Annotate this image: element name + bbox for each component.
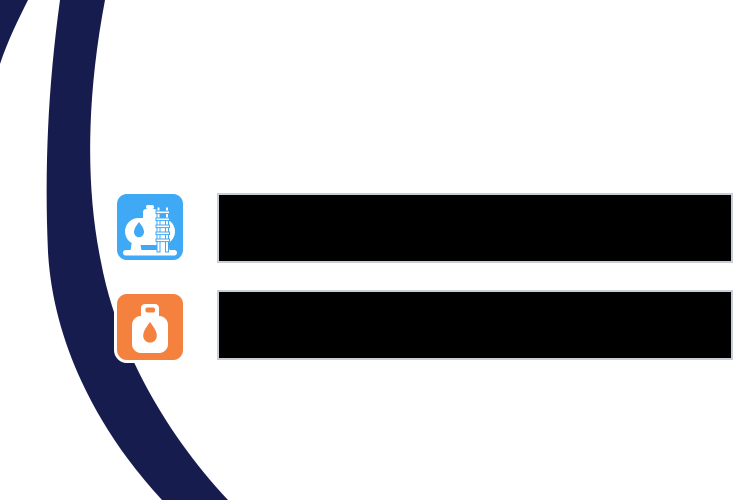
- unit-label-capped: [217, 147, 475, 178]
- flame-cutout-icon: [143, 322, 157, 343]
- price-panel-row-2: [217, 290, 733, 360]
- price-panel-row-1: [217, 193, 733, 263]
- government-logo: [117, 30, 148, 63]
- flame-cutout-icon: [134, 222, 144, 238]
- price-cell-without-row-1: [475, 195, 731, 261]
- header-pill: [215, 73, 735, 130]
- gas-cylinder-icon: [114, 291, 186, 363]
- outer-navy-corner: [0, 0, 28, 64]
- coat-of-arms-icon: [117, 31, 141, 63]
- lpg-storage-tank-icon: [114, 191, 186, 263]
- price-cell-without-row-2: [475, 292, 731, 358]
- navy-arc-band: [46, 0, 228, 500]
- price-cell-capped-row-2: [219, 292, 475, 358]
- unit-label-without-measures: [475, 147, 733, 178]
- price-cell-capped-row-1: [219, 195, 475, 261]
